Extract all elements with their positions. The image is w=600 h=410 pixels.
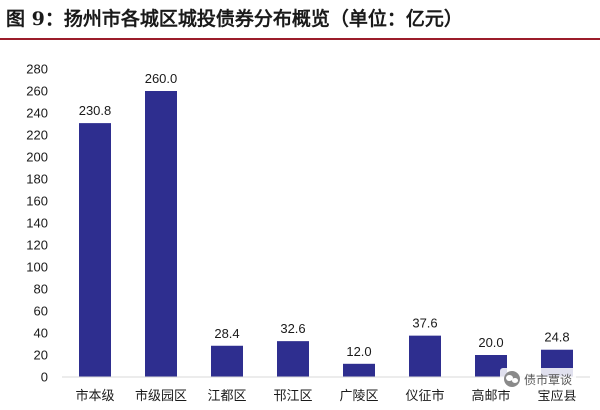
bars: [79, 91, 573, 378]
y-tick-label: 220: [26, 128, 48, 143]
y-tick-label: 280: [26, 62, 48, 77]
data-label: 12.0: [346, 344, 371, 359]
watermark: 债市覃谈: [500, 368, 577, 390]
x-tick-label: 宝应县: [537, 388, 576, 404]
y-tick-label: 20: [34, 348, 48, 363]
y-tick-label: 80: [34, 282, 48, 297]
data-label: 37.6: [412, 316, 437, 331]
x-tick-label: 邗江区: [273, 389, 312, 404]
x-tick-label: 广陵区: [339, 389, 378, 404]
y-tick-label: 40: [34, 326, 48, 341]
data-label: 28.4: [214, 326, 239, 341]
data-label: 32.6: [280, 321, 305, 336]
title-divider: [0, 38, 600, 40]
x-tick-label: 高邮市: [471, 388, 510, 404]
bar: [475, 355, 507, 377]
y-tick-label: 140: [26, 216, 48, 231]
bar-chart: 020406080100120140160180200220240260280 …: [26, 62, 590, 404]
x-axis: 市本级 市级园区 江都区 邗江区 广陵区 仪征市 高邮市 宝应县: [62, 376, 590, 404]
bar: [277, 341, 309, 377]
data-labels: 230.8 260.0 28.4 32.6 12.0 37.6 20.0 24.8: [79, 71, 570, 359]
x-tick-label: 仪征市: [405, 388, 444, 404]
y-tick-label: 60: [34, 304, 48, 319]
y-tick-label: 100: [26, 260, 48, 275]
bar: [211, 345, 243, 377]
x-tick-label: 市级园区: [135, 388, 187, 404]
bar: [343, 363, 375, 377]
bar: [409, 335, 441, 377]
bar: [79, 123, 111, 378]
x-tick-label: 江都区: [207, 389, 246, 404]
y-tick-label: 240: [26, 106, 48, 121]
data-label: 260.0: [145, 71, 178, 86]
y-tick-label: 200: [26, 150, 48, 165]
bar: [145, 91, 177, 377]
y-tick-label: 0: [41, 370, 48, 385]
y-tick-label: 260: [26, 84, 48, 99]
watermark-text: 债市覃谈: [524, 372, 573, 387]
data-label: 24.8: [544, 330, 569, 345]
y-tick-label: 160: [26, 194, 48, 209]
figure-title: 图 9：扬州市各城区城投债券分布概览（单位：亿元）: [6, 8, 463, 30]
y-tick-label: 180: [26, 172, 48, 187]
x-tick-label: 市本级: [75, 388, 114, 404]
data-label: 20.0: [478, 335, 503, 350]
wechat-icon: [504, 371, 520, 387]
y-tick-label: 120: [26, 238, 48, 253]
data-label: 230.8: [79, 103, 112, 118]
y-axis: 0 20 40 60 80 100 120 140 160 180 200 220 240 260 280: [26, 62, 48, 385]
